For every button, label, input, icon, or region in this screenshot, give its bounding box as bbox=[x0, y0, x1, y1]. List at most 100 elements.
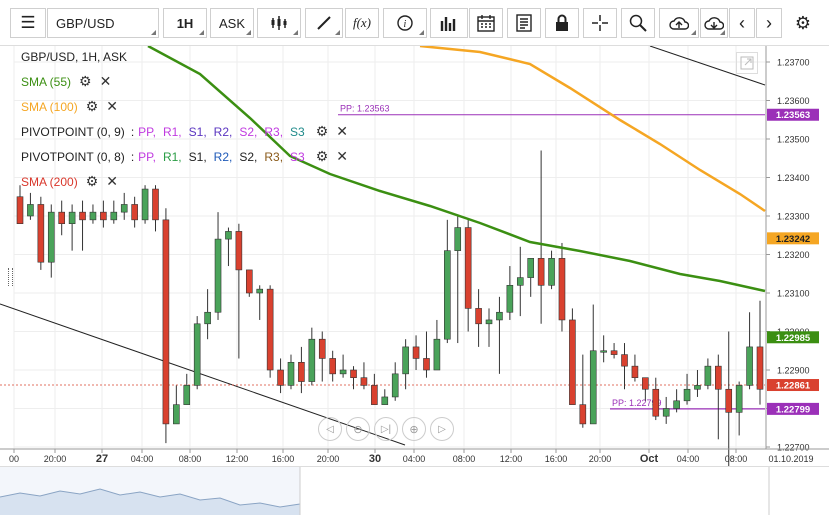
candle-body[interactable] bbox=[735, 385, 743, 413]
draw-button[interactable] bbox=[305, 8, 343, 38]
candle-body[interactable] bbox=[89, 211, 97, 221]
pivot1-settings-icon[interactable]: ⚙ bbox=[315, 123, 329, 139]
candle-body[interactable] bbox=[298, 361, 305, 382]
candle-body[interactable] bbox=[673, 400, 680, 409]
candle-body[interactable] bbox=[444, 250, 451, 340]
info-button[interactable]: i bbox=[383, 8, 427, 38]
candle-body[interactable] bbox=[318, 338, 326, 359]
candle-body[interactable] bbox=[391, 373, 399, 398]
fit-button[interactable]: ▷| bbox=[374, 417, 398, 441]
candle-body[interactable] bbox=[329, 358, 336, 375]
candle-body[interactable] bbox=[652, 388, 660, 417]
sma100-label[interactable]: SMA (100) bbox=[21, 99, 78, 114]
candle-body[interactable] bbox=[558, 258, 566, 321]
candle-body[interactable] bbox=[58, 211, 65, 224]
candle-body[interactable] bbox=[694, 385, 701, 390]
candle-body[interactable] bbox=[454, 227, 462, 251]
menu-button[interactable]: ☰ bbox=[10, 8, 46, 38]
sma100-remove-icon[interactable]: ✕ bbox=[106, 98, 118, 114]
candle-body[interactable] bbox=[360, 377, 368, 386]
sma200-settings-icon[interactable]: ⚙ bbox=[85, 173, 99, 189]
candle-body[interactable] bbox=[277, 369, 284, 386]
candle-body[interactable] bbox=[662, 408, 670, 417]
candle-body[interactable] bbox=[433, 338, 441, 371]
candle-body[interactable] bbox=[235, 231, 243, 271]
settings-button[interactable]: ⚙ bbox=[787, 8, 819, 38]
symbol-select[interactable]: GBP/USD bbox=[47, 8, 159, 38]
news-button[interactable] bbox=[507, 8, 541, 38]
candle-body[interactable] bbox=[485, 319, 493, 325]
chart-canvas[interactable]: PP: 1.23563 PP: 1.22799 1.23700 1.23600 1.2… bbox=[0, 44, 829, 520]
prev-button[interactable]: ‹ bbox=[729, 8, 755, 38]
price-chart[interactable]: PP: 1.23563 PP: 1.22799 1.23700 1.23600 1.2… bbox=[0, 44, 829, 520]
candle-body[interactable] bbox=[183, 385, 191, 405]
candle-body[interactable] bbox=[68, 211, 76, 224]
candle-body[interactable] bbox=[27, 204, 34, 217]
candle-body[interactable] bbox=[475, 308, 482, 325]
sma55-settings-icon[interactable]: ⚙ bbox=[79, 73, 92, 89]
pivot2-label[interactable]: PIVOTPOINT (0, 8) bbox=[21, 149, 125, 164]
candle-body[interactable] bbox=[402, 346, 409, 375]
candle-body[interactable] bbox=[173, 404, 180, 425]
candle-body[interactable] bbox=[37, 204, 45, 263]
candle-body[interactable] bbox=[621, 354, 628, 367]
pivot1-label[interactable]: PIVOTPOINT (0, 9) bbox=[21, 124, 125, 139]
candle-body[interactable] bbox=[162, 219, 170, 425]
sma55-line[interactable] bbox=[147, 44, 766, 293]
candle-body[interactable] bbox=[600, 350, 607, 353]
candle-body[interactable] bbox=[266, 288, 274, 371]
candle-body[interactable] bbox=[412, 346, 420, 359]
price-type-select[interactable]: ASK bbox=[210, 8, 254, 38]
zoom-button[interactable] bbox=[621, 8, 655, 38]
sma200-label[interactable]: SMA (200) bbox=[21, 174, 78, 189]
candle-body[interactable] bbox=[610, 350, 618, 355]
expand-button[interactable] bbox=[736, 52, 758, 74]
candle-body[interactable] bbox=[193, 323, 201, 386]
candle-body[interactable] bbox=[131, 204, 138, 221]
candle-body[interactable] bbox=[339, 369, 347, 375]
volume-button[interactable] bbox=[430, 8, 468, 38]
sma55-remove-icon[interactable]: ✕ bbox=[99, 73, 112, 89]
sma200-remove-icon[interactable]: ✕ bbox=[106, 173, 118, 189]
candle-body[interactable] bbox=[496, 311, 503, 321]
candle-body[interactable] bbox=[579, 404, 587, 425]
scroll-handle[interactable] bbox=[8, 268, 13, 286]
candle-body[interactable] bbox=[725, 388, 733, 413]
candle-body[interactable] bbox=[569, 319, 576, 405]
candle-body[interactable] bbox=[141, 188, 149, 221]
candle-body[interactable] bbox=[516, 277, 524, 286]
candle-body[interactable] bbox=[715, 365, 722, 390]
next-button[interactable]: › bbox=[756, 8, 782, 38]
sma100-line[interactable] bbox=[419, 44, 766, 213]
calendar-button[interactable] bbox=[469, 8, 503, 38]
zoom-in-button[interactable]: ⊕ bbox=[402, 417, 426, 441]
candle-body[interactable] bbox=[537, 258, 545, 286]
candle-body[interactable] bbox=[110, 211, 118, 221]
candle-body[interactable] bbox=[631, 365, 639, 378]
candle-body[interactable] bbox=[464, 227, 472, 309]
candle-body[interactable] bbox=[381, 396, 389, 405]
zoom-prev-button[interactable]: ◁ bbox=[318, 417, 342, 441]
candle-body[interactable] bbox=[79, 211, 86, 221]
candle-body[interactable] bbox=[756, 346, 764, 390]
candle-body[interactable] bbox=[152, 188, 159, 221]
pivot1-remove-icon[interactable]: ✕ bbox=[336, 123, 349, 139]
zoom-out-button[interactable]: ⊖ bbox=[346, 417, 370, 441]
candle-body[interactable] bbox=[350, 369, 357, 378]
candle-body[interactable] bbox=[527, 258, 535, 278]
candle-body[interactable] bbox=[204, 311, 211, 325]
candle-body[interactable] bbox=[548, 258, 555, 286]
lock-button[interactable] bbox=[545, 8, 579, 38]
download-button[interactable] bbox=[700, 8, 728, 38]
sma100-settings-icon[interactable]: ⚙ bbox=[85, 98, 99, 114]
candle-body[interactable] bbox=[642, 377, 649, 390]
candle-body[interactable] bbox=[16, 196, 24, 225]
candle-body[interactable] bbox=[47, 211, 55, 263]
candle-body[interactable] bbox=[256, 288, 264, 294]
navigator-canvas[interactable] bbox=[0, 467, 829, 515]
pivot2-remove-icon[interactable]: ✕ bbox=[336, 148, 349, 164]
pivot2-settings-icon[interactable]: ⚙ bbox=[315, 148, 329, 164]
candle-body[interactable] bbox=[225, 231, 232, 240]
candle-body[interactable] bbox=[100, 211, 107, 221]
candle-body[interactable] bbox=[506, 285, 514, 313]
